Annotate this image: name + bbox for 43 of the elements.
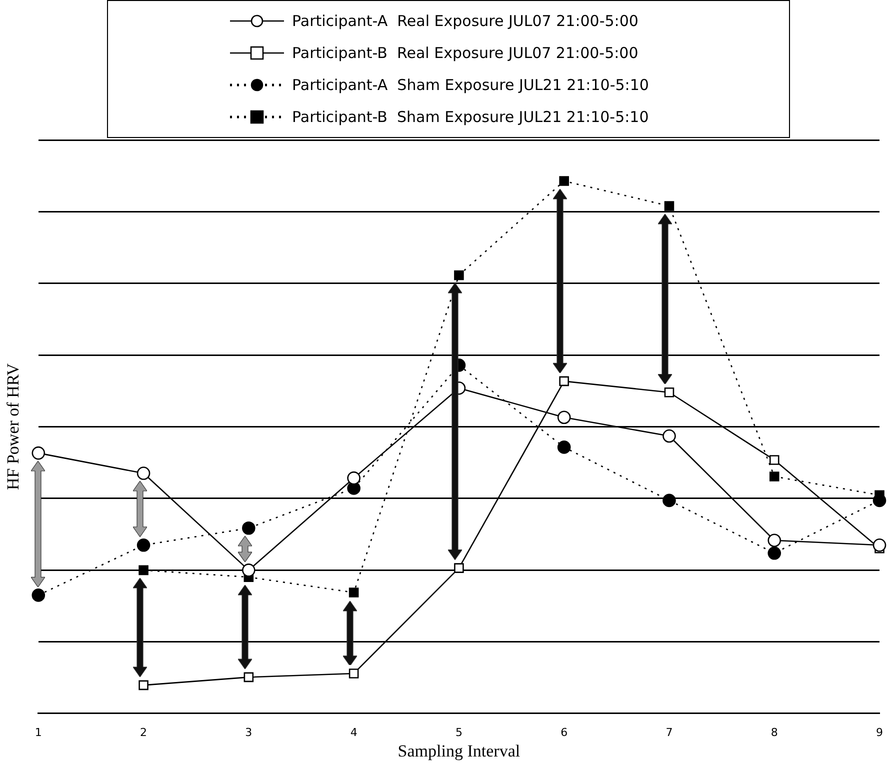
x-tick-label: 9 — [876, 726, 883, 739]
point — [664, 201, 674, 211]
point — [662, 429, 676, 443]
legend-label: Participant-A Real Exposure JUL07 21:00-5:00 — [292, 12, 638, 30]
point — [138, 680, 148, 690]
x-tick-label: 4 — [350, 726, 358, 739]
x-tick-label: 8 — [770, 726, 778, 739]
point — [559, 176, 569, 186]
point — [454, 270, 464, 280]
x-tick-label: 6 — [560, 726, 568, 739]
point — [769, 455, 780, 465]
point — [769, 472, 780, 482]
x-tick-label: 1 — [34, 726, 42, 739]
x-axis-title: Sampling Interval — [398, 741, 520, 760]
legend-label: Participant-B Real Exposure JUL07 21:00-5:00 — [292, 44, 638, 62]
x-tick-label: 2 — [140, 726, 148, 739]
point — [347, 471, 360, 485]
y-axis-title: HF Power of HRV — [4, 362, 23, 490]
point — [559, 376, 569, 386]
point — [32, 446, 46, 460]
point — [557, 410, 571, 424]
point — [454, 563, 464, 573]
point — [136, 466, 150, 480]
x-tick-label: 7 — [666, 726, 673, 739]
point — [32, 588, 46, 602]
point — [768, 534, 782, 548]
point — [242, 564, 256, 577]
point — [768, 546, 782, 560]
legend-label: Participant-A Sham Exposure JUL21 21:10-5:10 — [292, 76, 649, 94]
point — [244, 672, 254, 682]
point — [664, 387, 674, 398]
point — [348, 588, 359, 598]
point — [136, 538, 150, 552]
point — [242, 521, 256, 535]
point — [872, 538, 886, 552]
point — [872, 494, 886, 508]
point — [348, 668, 359, 678]
point — [557, 440, 571, 454]
legend-label: Participant-B Sham Exposure JUL21 21:10-5:10 — [292, 108, 649, 126]
point — [662, 494, 676, 508]
point — [138, 565, 148, 576]
x-tick-label: 5 — [455, 726, 462, 739]
x-tick-label: 3 — [245, 726, 252, 739]
